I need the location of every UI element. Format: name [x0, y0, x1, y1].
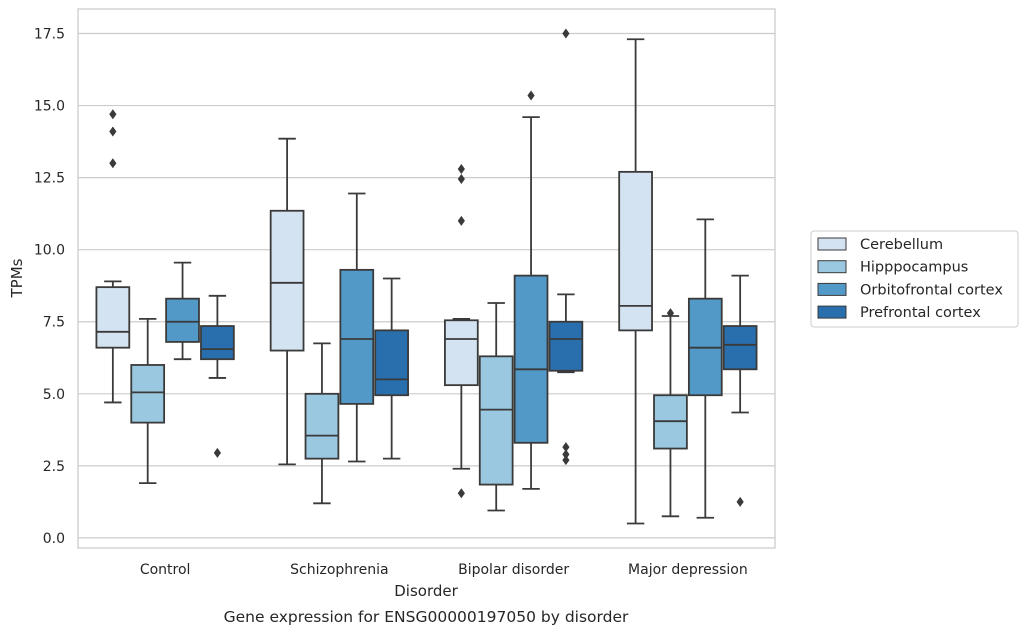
- box-iqr: [478, 355, 514, 486]
- box-iqr: [722, 325, 758, 371]
- x-tick-label: Bipolar disorder: [458, 562, 569, 578]
- outlier-point: [562, 442, 570, 453]
- box-prefrontal-cortex: [374, 277, 409, 460]
- box-prefrontal-cortex: [548, 28, 584, 466]
- box-cerebellum: [444, 163, 479, 499]
- outlier-point: [562, 455, 570, 466]
- box-iqr: [95, 286, 131, 349]
- box-orbitofrontal-cortex: [339, 192, 375, 463]
- legend-item: Hipppocampus: [817, 260, 968, 276]
- outlier-point: [109, 126, 117, 137]
- legend-label: Prefrontal cortex: [860, 305, 981, 321]
- x-tick-label: Major depression: [628, 562, 748, 578]
- outlier-point: [736, 496, 744, 507]
- y-tick-label: 0.0: [43, 531, 65, 547]
- box-iqr: [444, 319, 479, 387]
- box-orbitofrontal-cortex: [165, 261, 200, 361]
- chart-caption: Gene expression for ENSG00000197050 by d…: [224, 608, 629, 626]
- legend-item: Orbitofrontal cortex: [817, 282, 1003, 298]
- box-iqr: [165, 297, 200, 343]
- box-cerebellum: [95, 109, 131, 404]
- box-iqr: [130, 364, 166, 424]
- legend-label: Cerebellum: [860, 237, 943, 253]
- plot-frame: [77, 8, 776, 549]
- y-tick-label: 7.5: [43, 315, 65, 331]
- x-tick-label: Control: [140, 562, 191, 578]
- y-tick-label: 12.5: [34, 171, 65, 187]
- outlier-point: [213, 447, 221, 458]
- legend-swatch: [817, 282, 847, 296]
- outlier-point: [562, 449, 570, 460]
- x-axis-label: Disorder: [394, 582, 458, 600]
- y-tick-label: 15.0: [34, 99, 65, 115]
- x-tick-label: Schizophrenia: [290, 562, 388, 578]
- x-ticks: Control Schizophrenia Bipolar disorder Majo…: [140, 562, 748, 578]
- outlier-point: [457, 488, 465, 499]
- legend-label: Hipppocampus: [860, 260, 968, 276]
- box-iqr: [339, 268, 375, 405]
- legend-swatch: [817, 260, 847, 274]
- box-iqr: [200, 325, 235, 361]
- outlier-point: [527, 90, 535, 101]
- box-hipppocampus: [478, 302, 514, 512]
- outlier-point: [666, 308, 675, 319]
- outlier-point: [457, 163, 465, 174]
- outlier-point: [109, 109, 117, 120]
- outlier-point: [457, 174, 465, 185]
- y-tick-label: 2.5: [43, 459, 65, 475]
- outlier-point: [109, 158, 117, 169]
- y-tick-label: 17.5: [34, 27, 65, 43]
- legend-label: Orbitofrontal cortex: [860, 282, 1003, 298]
- box-orbitofrontal-cortex: [513, 90, 549, 490]
- box-iqr: [269, 209, 305, 352]
- legend-swatch: [817, 305, 847, 319]
- outlier-point: [562, 28, 570, 39]
- box-iqr: [374, 329, 409, 397]
- box-iqr: [304, 392, 340, 460]
- box-prefrontal-cortex: [200, 294, 235, 458]
- legend-swatch: [817, 237, 847, 251]
- box-hipppocampus: [304, 342, 340, 505]
- y-ticks: 0.0 2.5 5.0 7.5 10.0 12.5 15.0 17.5: [34, 27, 65, 547]
- box-cerebellum: [618, 38, 653, 525]
- box-prefrontal-cortex: [722, 274, 758, 507]
- box-iqr: [513, 274, 549, 444]
- y-tick-label: 10.0: [34, 243, 65, 259]
- legend-item: Prefrontal cortex: [817, 305, 981, 321]
- box-iqr: [618, 170, 653, 332]
- box-hipppocampus: [653, 308, 688, 518]
- box-cerebellum: [269, 137, 305, 466]
- legend: Cerebellum Hipppocampus Orbitofrontal cort…: [810, 230, 1019, 328]
- y-tick-label: 5.0: [43, 387, 65, 403]
- boxes: [95, 28, 758, 525]
- legend-frame: [810, 230, 1019, 328]
- y-axis-label: TPMs: [8, 258, 26, 298]
- box-orbitofrontal-cortex: [687, 218, 723, 519]
- legend-item: Cerebellum: [817, 237, 943, 253]
- box-iqr: [548, 320, 584, 372]
- outlier-point: [457, 215, 465, 226]
- box-hipppocampus: [130, 317, 166, 485]
